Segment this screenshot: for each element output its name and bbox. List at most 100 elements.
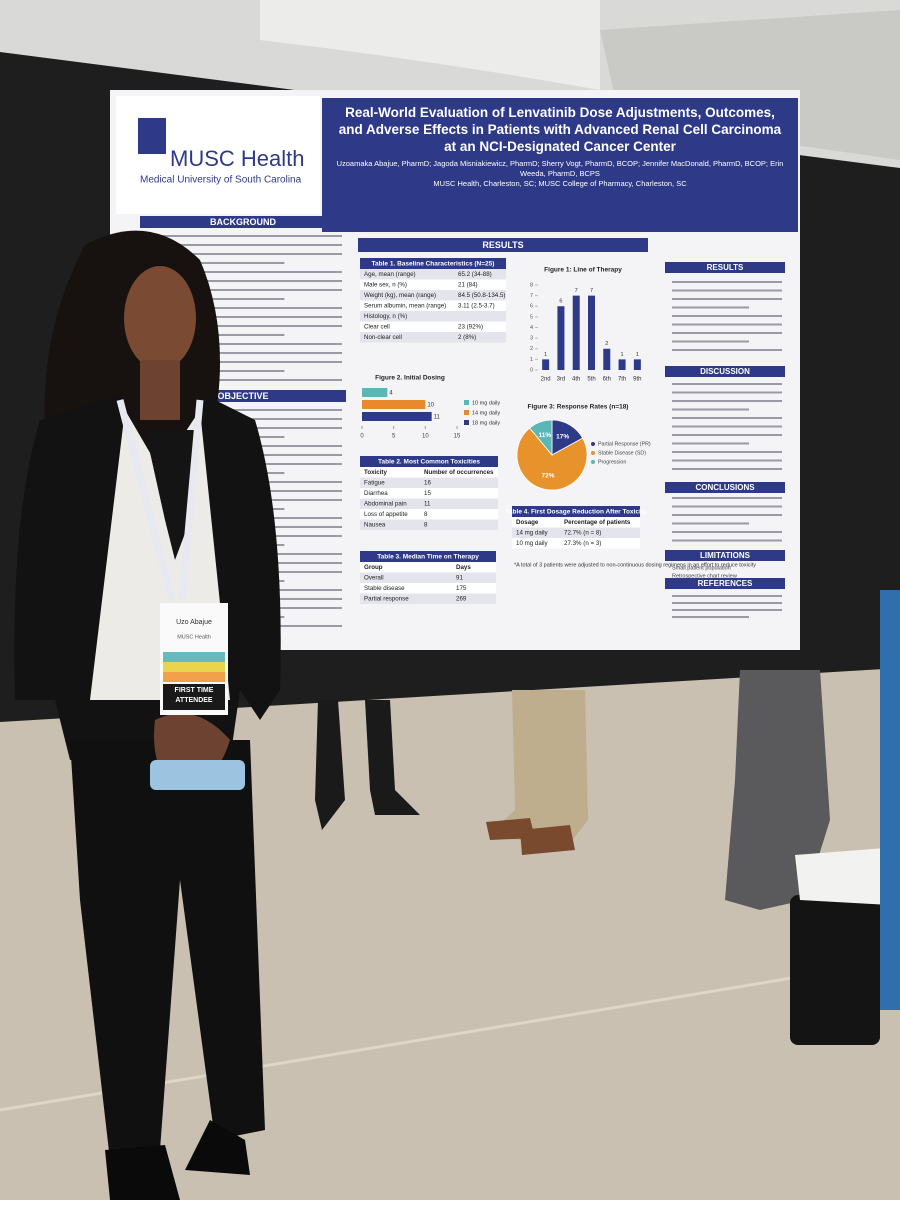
shoes xyxy=(105,1120,250,1200)
section-heading: DISCUSSION xyxy=(700,367,750,376)
table-row xyxy=(360,583,496,594)
table-row xyxy=(360,498,498,509)
bar xyxy=(618,359,626,370)
badge-ribbon xyxy=(163,684,225,710)
table-row xyxy=(360,593,496,604)
legend-swatch xyxy=(464,400,469,405)
chart-title: Figure 2. Initial Dosing xyxy=(375,375,445,382)
title-band xyxy=(322,98,798,232)
data-label: 72% xyxy=(542,472,555,479)
bar xyxy=(362,412,432,421)
logo-box xyxy=(116,96,320,214)
table-cell: Toxicity xyxy=(364,469,387,476)
table-cell: Dosage xyxy=(516,519,539,526)
presenter: Uzo Abajue MUSC Health FIRST TIME ATTEND… xyxy=(14,230,281,1200)
table-cell: Diarrhea xyxy=(364,490,388,497)
trousers xyxy=(70,740,265,1160)
x-tick-label: 15 xyxy=(454,434,461,440)
table-cell: 27.3% (n = 3) xyxy=(564,540,601,547)
table-row xyxy=(360,311,506,322)
x-tick-label: 9th xyxy=(633,377,641,383)
legend-swatch xyxy=(591,451,595,455)
table-cell: Abdominal pain xyxy=(364,501,407,508)
table-cell: Histology, n (%) xyxy=(364,313,407,320)
section-bar xyxy=(358,238,648,252)
logo-subtitle: Medical University of South Carolina xyxy=(140,175,302,186)
limitation-item: Small patient population xyxy=(672,565,731,571)
table-cell: 3.11 (2.5-3.7) xyxy=(458,303,495,310)
bar xyxy=(362,388,388,397)
table-cell: Loss of appetite xyxy=(364,511,408,518)
bar xyxy=(588,295,595,370)
mask xyxy=(150,760,245,790)
legend-label: Partial Response (PR) xyxy=(598,441,651,447)
footnote: *A total of 3 patients were adjusted to … xyxy=(514,562,756,568)
data-label: 1 xyxy=(636,352,639,358)
legend-swatch xyxy=(464,410,469,415)
badge-ribbon xyxy=(163,662,225,672)
table-cell: Group xyxy=(364,564,383,571)
table-cell: Clear cell xyxy=(364,324,390,331)
section-heading: CONCLUSIONS xyxy=(695,483,755,492)
section-bar xyxy=(665,366,785,377)
table-cell: Days xyxy=(456,564,471,571)
table-cell: Stable disease xyxy=(364,585,405,592)
bar xyxy=(603,348,611,370)
legend-label: Progression xyxy=(598,459,626,465)
section-heading: RESULTS xyxy=(707,263,744,272)
table-cell: 23 (92%) xyxy=(458,324,483,331)
table-row xyxy=(360,279,506,290)
y-tick-label: 1 xyxy=(530,357,533,363)
x-tick-label: 6th xyxy=(603,377,611,383)
badge-org: MUSC Health xyxy=(177,634,211,640)
pie-slice xyxy=(529,419,553,457)
table-cell: Nausea xyxy=(364,522,386,529)
table-title-bar xyxy=(512,506,640,517)
table-row xyxy=(512,527,640,538)
table-title: Table 2. Most Common Toxicities xyxy=(378,459,480,466)
table-cell: 175 xyxy=(456,585,467,592)
data-label: 11 xyxy=(434,415,441,421)
banner-stand xyxy=(880,590,900,1010)
x-tick-label: 2nd xyxy=(541,377,551,383)
lanyard xyxy=(116,399,204,601)
title-wrap: Real-World Evaluation of Lenvatinib Dose… xyxy=(332,104,788,189)
table-row xyxy=(360,300,506,311)
table-row xyxy=(360,488,498,499)
data-label: 4 xyxy=(389,391,393,397)
section-bar xyxy=(665,482,785,493)
table-row xyxy=(360,477,498,488)
table-title-bar xyxy=(360,258,506,269)
data-label: 10 xyxy=(427,403,434,409)
table-row xyxy=(360,519,498,530)
data-label: 7 xyxy=(575,288,578,294)
bar xyxy=(362,400,426,409)
chart-title: Figure 3: Response Rates (n=18) xyxy=(528,404,629,411)
section-bar xyxy=(665,578,785,589)
x-tick-label: 4th xyxy=(572,377,580,383)
background-person xyxy=(315,700,420,830)
table-cell: Overall xyxy=(364,575,384,582)
authors: Uzoamaka Abajue, PharmD; Jagoda Misniaki… xyxy=(336,159,784,178)
section-heading: REFERENCES xyxy=(698,579,753,588)
legend-label: 14 mg daily xyxy=(472,410,500,416)
y-tick-label: 7 xyxy=(530,293,533,299)
poster-title: Real-World Evaluation of Lenvatinib Dose… xyxy=(338,105,782,154)
section-heading: LIMITATIONS xyxy=(700,551,751,560)
table-cell: Number of occurrences xyxy=(424,469,494,476)
background-person xyxy=(488,690,588,850)
table-cell: Male sex, n (%) xyxy=(364,282,407,289)
section-heading: RESULTS xyxy=(482,240,523,250)
logo-mark xyxy=(138,118,166,154)
table-cell: 14 mg daily xyxy=(516,530,549,537)
legend-label: 10 mg daily xyxy=(472,400,500,406)
table-row xyxy=(360,290,506,301)
y-tick-label: 2 xyxy=(530,346,533,352)
x-tick-label: 7th xyxy=(618,377,626,383)
table-title: Table 3. Median Time on Therapy xyxy=(377,554,479,561)
table-cell: 15 xyxy=(424,490,431,497)
x-tick-label: 5 xyxy=(392,434,396,440)
badge-ribbon xyxy=(163,672,225,682)
badge-ribbon xyxy=(163,652,225,662)
table-cell: 65.2 (34-88) xyxy=(458,271,492,278)
